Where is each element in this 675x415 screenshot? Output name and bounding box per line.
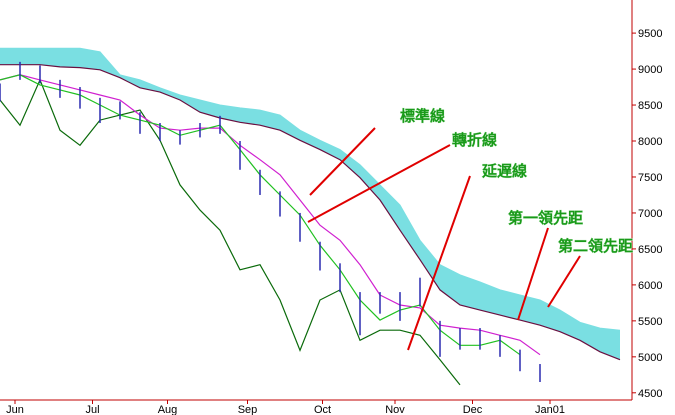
y-tick-label: 5000 bbox=[638, 352, 662, 364]
x-tick-label: Aug bbox=[158, 404, 178, 415]
x-tick-label: Sep bbox=[238, 404, 258, 415]
annotation-arrow bbox=[547, 255, 581, 308]
y-tick-label: 5500 bbox=[638, 316, 662, 328]
cloud bbox=[0, 48, 620, 360]
x-tick-label: Jul bbox=[85, 404, 99, 415]
annotation: 標準線 bbox=[400, 107, 445, 125]
lagging-line bbox=[0, 78, 461, 386]
base-line bbox=[0, 74, 541, 356]
y-tick-label: 8500 bbox=[638, 100, 662, 112]
x-tick-label: Dec bbox=[463, 404, 483, 415]
y-tick-label: 7000 bbox=[638, 208, 662, 220]
annotation-arrow bbox=[307, 144, 451, 223]
y-tick-label: 6000 bbox=[638, 280, 662, 292]
annotation: 第一領先距 bbox=[508, 209, 583, 227]
x-tick-label: Oct bbox=[314, 404, 331, 415]
y-tick-label: 9500 bbox=[638, 28, 662, 40]
x-tick-label: Jun bbox=[6, 404, 24, 415]
annotation-arrow bbox=[309, 127, 376, 196]
annotation: 第二領先距 bbox=[558, 237, 633, 255]
y-tick-label: 4500 bbox=[638, 388, 662, 400]
annotation-arrow bbox=[407, 175, 471, 351]
leading-span-a bbox=[0, 47, 621, 331]
annotation: 轉折線 bbox=[452, 131, 497, 149]
y-tick-label: 6500 bbox=[638, 244, 662, 256]
leading-span-b bbox=[0, 64, 621, 361]
y-tick-label: 8000 bbox=[638, 136, 662, 148]
x-tick-label: Nov bbox=[385, 404, 405, 415]
annotation: 延遅線 bbox=[481, 162, 527, 180]
y-tick-label: 7500 bbox=[638, 172, 662, 184]
annotation-arrow bbox=[517, 227, 549, 321]
y-tick-label: 9000 bbox=[638, 64, 662, 76]
x-tick-label: Jan01 bbox=[535, 404, 565, 415]
